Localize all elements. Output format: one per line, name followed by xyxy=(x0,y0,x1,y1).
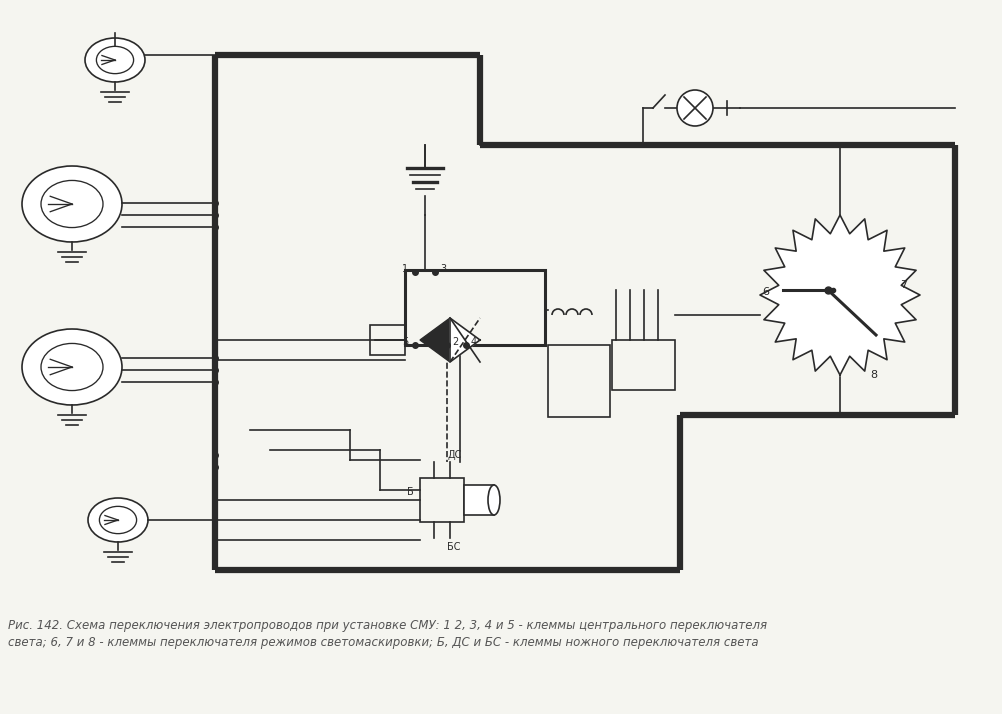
Bar xyxy=(464,485,494,515)
Text: 5: 5 xyxy=(402,337,408,347)
Text: 7: 7 xyxy=(900,280,907,290)
Text: 1: 1 xyxy=(402,264,408,274)
Polygon shape xyxy=(760,215,920,375)
Text: Б: Б xyxy=(407,487,414,497)
Ellipse shape xyxy=(99,506,136,533)
Ellipse shape xyxy=(22,329,122,405)
Bar xyxy=(370,325,405,355)
Ellipse shape xyxy=(41,181,103,228)
Bar xyxy=(420,478,464,522)
Bar xyxy=(612,340,675,390)
Text: 2: 2 xyxy=(452,337,458,347)
Text: 4: 4 xyxy=(471,337,477,347)
Bar xyxy=(548,345,610,417)
Polygon shape xyxy=(450,318,480,362)
Text: БС: БС xyxy=(447,542,461,552)
Ellipse shape xyxy=(488,485,500,515)
Ellipse shape xyxy=(88,498,148,542)
Circle shape xyxy=(677,90,713,126)
Bar xyxy=(405,270,545,345)
Text: 6: 6 xyxy=(762,287,769,297)
Text: Рис. 142. Схема переключения электропроводов при установке СМУ: 1 2, 3, 4 и 5 - : Рис. 142. Схема переключения электропров… xyxy=(8,619,768,632)
Polygon shape xyxy=(420,318,450,362)
Text: 3: 3 xyxy=(440,264,446,274)
Ellipse shape xyxy=(41,343,103,391)
Text: ДС: ДС xyxy=(447,450,461,460)
Text: света; 6, 7 и 8 - клеммы переключателя режимов светомаскировки; Б, ДС и БС - кле: света; 6, 7 и 8 - клеммы переключателя р… xyxy=(8,636,759,649)
Ellipse shape xyxy=(22,166,122,242)
Ellipse shape xyxy=(96,46,133,74)
Text: 8: 8 xyxy=(870,370,877,380)
Ellipse shape xyxy=(85,38,145,82)
